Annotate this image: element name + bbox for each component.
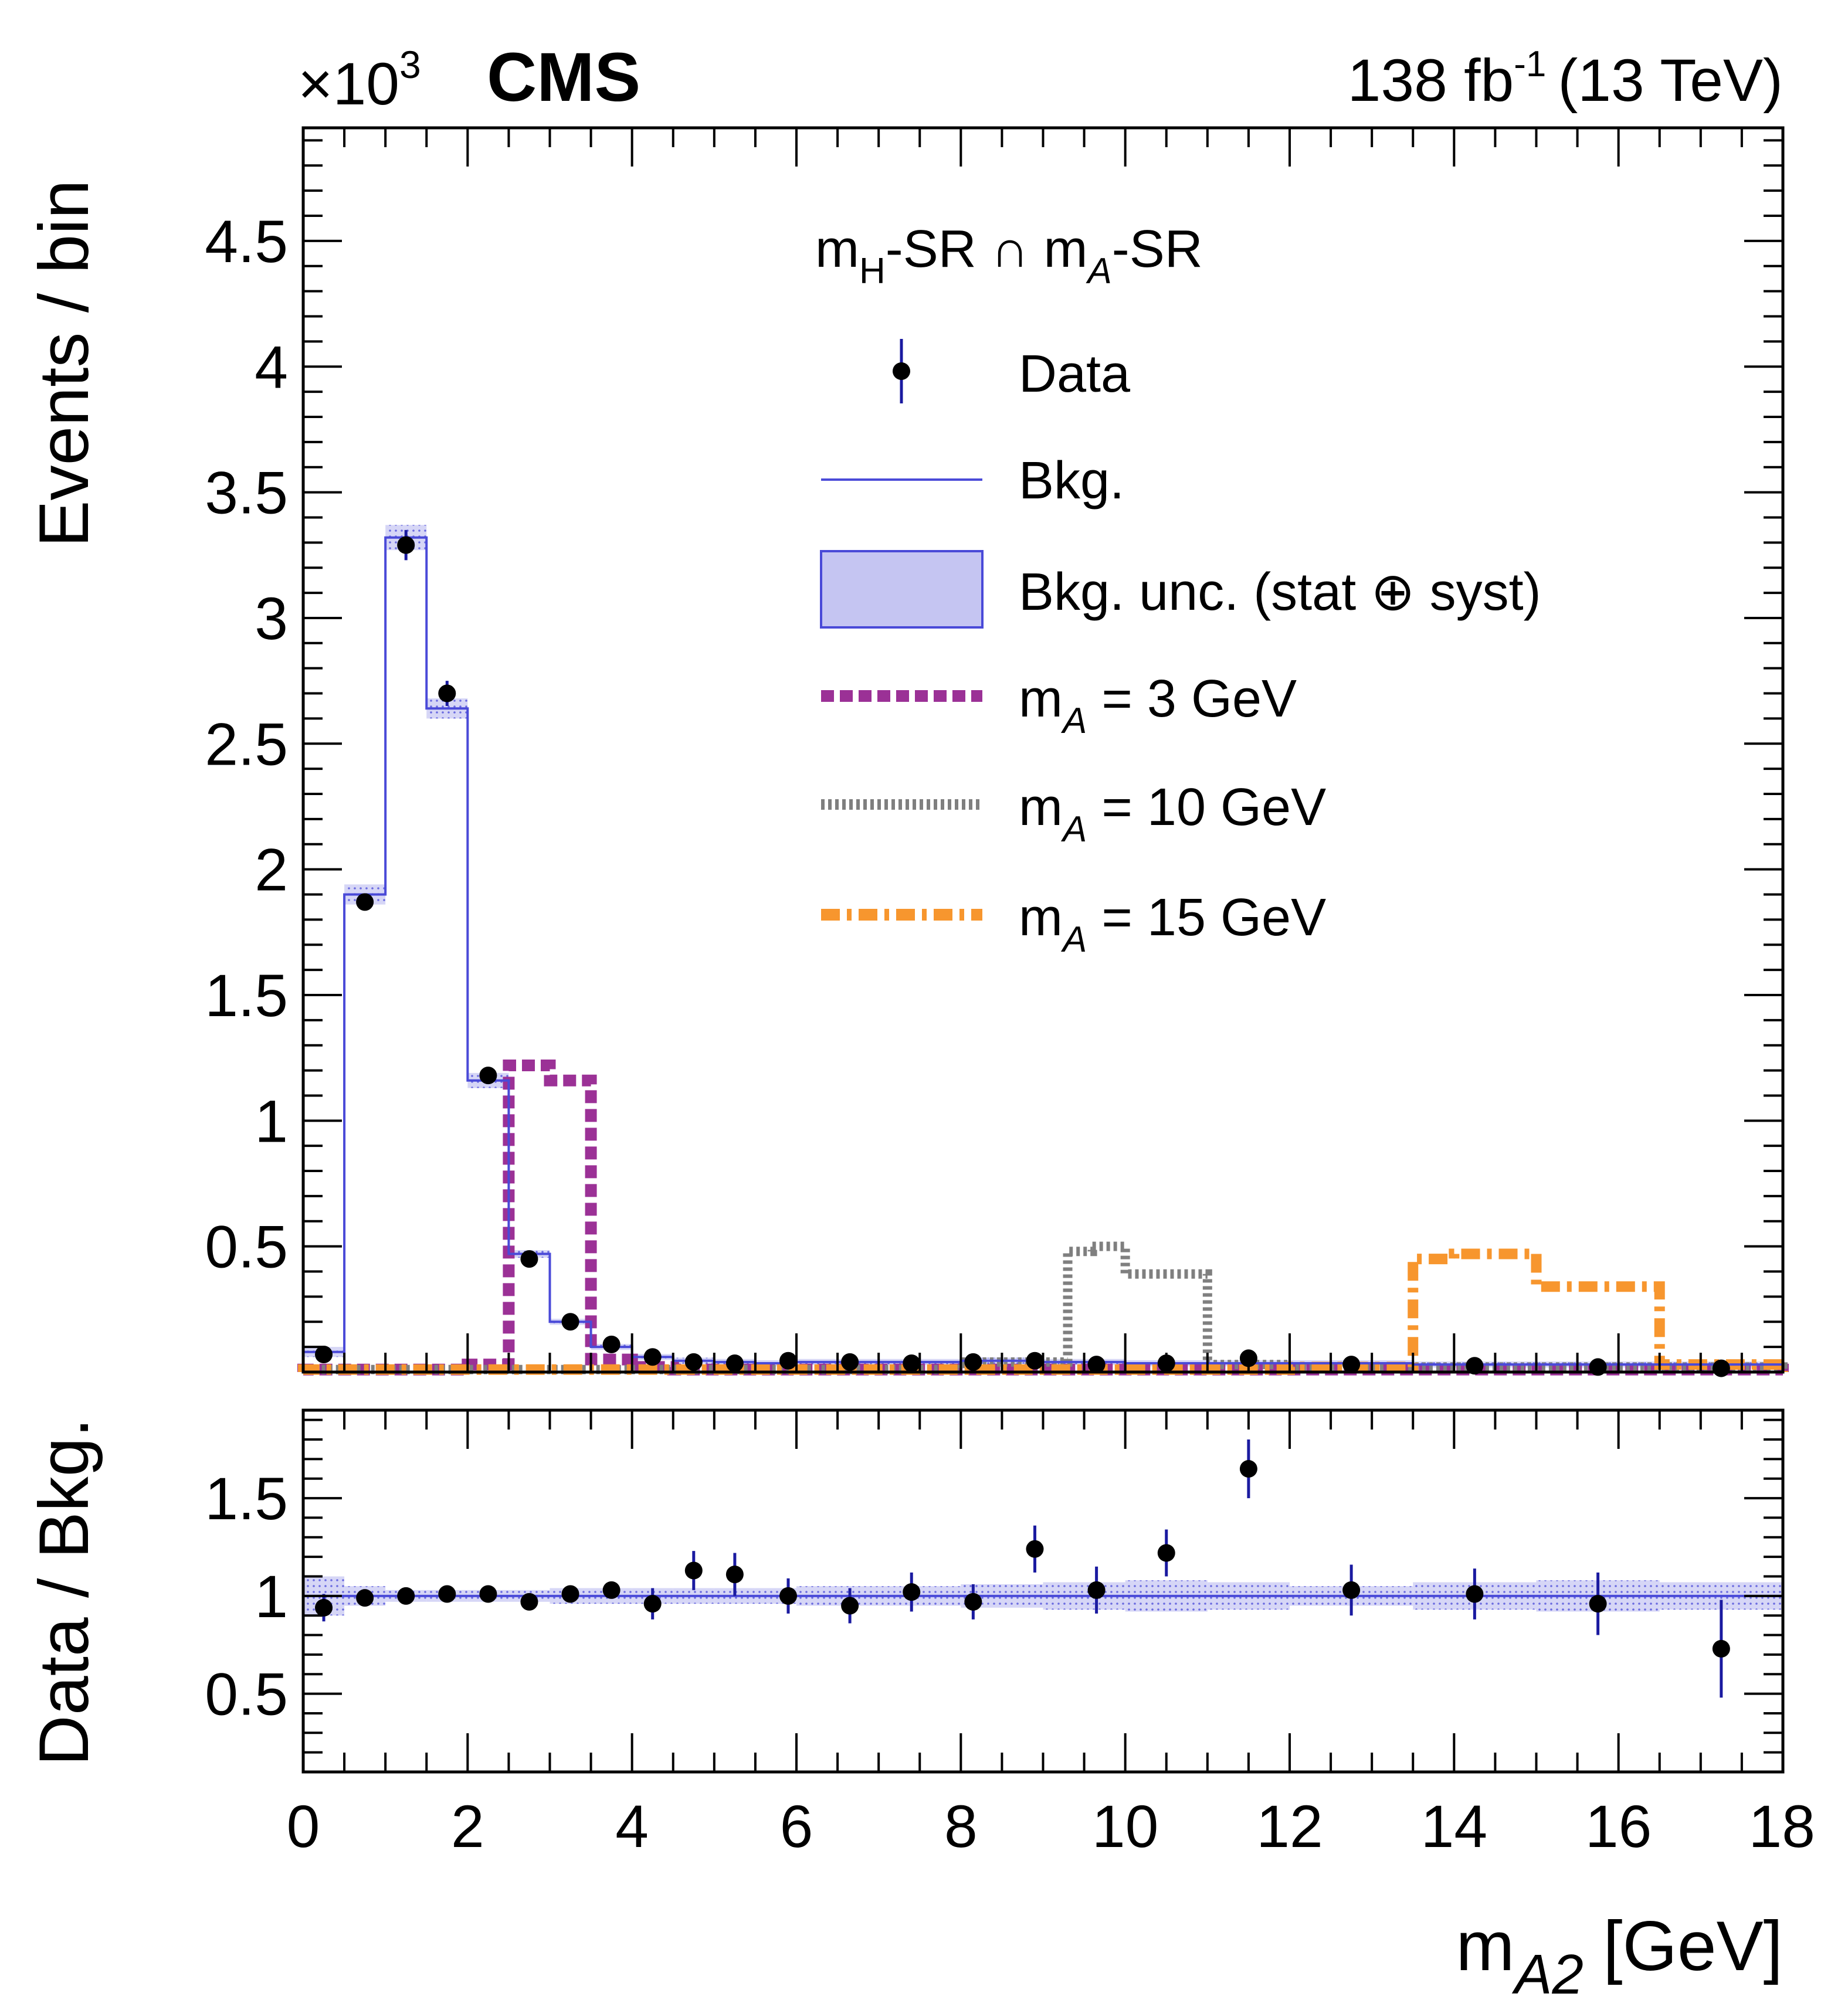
legend-data-marker bbox=[893, 362, 910, 380]
ratio-point bbox=[1589, 1595, 1607, 1613]
data-point bbox=[725, 1354, 744, 1372]
data-point bbox=[903, 1354, 921, 1372]
data-point bbox=[1087, 1356, 1106, 1374]
legend-bkg-label: Bkg. bbox=[1019, 451, 1124, 510]
ratio-point bbox=[725, 1566, 744, 1584]
data-points bbox=[315, 529, 1730, 1377]
data-point bbox=[1712, 1359, 1730, 1377]
y-tick-label: 3.5 bbox=[205, 460, 288, 527]
data-point bbox=[397, 536, 415, 554]
ratio-point bbox=[903, 1583, 921, 1601]
data-point bbox=[602, 1335, 620, 1353]
ratio-point bbox=[684, 1561, 703, 1580]
legend-sig10-label: mA = 10 GeV bbox=[1019, 778, 1326, 850]
bkg-histogram bbox=[302, 536, 1784, 1372]
ratio-point bbox=[779, 1587, 797, 1605]
ratio-point bbox=[520, 1593, 538, 1611]
x-tick-label: 6 bbox=[780, 1793, 813, 1860]
x-tick-label: 0 bbox=[287, 1793, 320, 1860]
ratio-point bbox=[841, 1597, 859, 1615]
top-axis-ticks: 0.5 1 1.5 2 2.5 3 3.5 4 4.5 bbox=[205, 128, 1784, 1372]
ratio-point bbox=[602, 1581, 620, 1599]
ratio-points bbox=[315, 1439, 1730, 1698]
ratio-point bbox=[1026, 1540, 1044, 1558]
y-tick-label: 1 bbox=[255, 1088, 288, 1155]
x-tick-label: 4 bbox=[615, 1793, 649, 1860]
y-tick-label: 1.5 bbox=[205, 962, 288, 1029]
bottom-axis-ticks: 0.5 1 1.5 0 2 4 6 8 10 12 14 16 18 bbox=[205, 1410, 1815, 1860]
top-panel: 0.5 1 1.5 2 2.5 3 3.5 4 4.5 bbox=[205, 126, 1789, 1377]
legend-region: mH-SR ∩ mA-SR bbox=[815, 220, 1203, 291]
ratio-point bbox=[1712, 1639, 1730, 1658]
ratio-point bbox=[1239, 1460, 1257, 1478]
legend-sig3-label: mA = 3 GeV bbox=[1019, 670, 1297, 741]
exponent-prefix: ×103 bbox=[298, 43, 421, 117]
data-point bbox=[438, 684, 456, 702]
legend-bkg-unc-label: Bkg. unc. (stat ⊕ syst) bbox=[1019, 563, 1541, 622]
data-point bbox=[356, 893, 374, 911]
ratio-point bbox=[643, 1595, 662, 1613]
y-tick-label: 2 bbox=[255, 837, 288, 904]
data-point bbox=[315, 1345, 333, 1363]
ratio-point bbox=[356, 1589, 374, 1607]
legend-data-label: Data bbox=[1019, 345, 1131, 403]
bkg-line bbox=[302, 536, 1784, 1372]
data-point bbox=[643, 1348, 662, 1366]
x-tick-label: 2 bbox=[451, 1793, 484, 1860]
legend: mH-SR ∩ mA-SR Data Bkg. Bkg. unc. (stat … bbox=[815, 220, 1541, 960]
y-tick-label: 0.5 bbox=[205, 1214, 288, 1281]
data-point bbox=[520, 1250, 538, 1268]
data-point bbox=[1466, 1357, 1484, 1375]
ratio-point bbox=[438, 1585, 456, 1603]
data-point bbox=[561, 1313, 579, 1331]
ratio-point bbox=[1342, 1581, 1361, 1599]
ratio-point bbox=[964, 1593, 982, 1611]
data-point bbox=[1342, 1356, 1361, 1374]
y-tick-label: 3 bbox=[255, 585, 288, 652]
bottom-y-axis-title: Data / Bkg. bbox=[25, 1418, 103, 1766]
x-tick-label: 16 bbox=[1585, 1793, 1652, 1860]
y-tick-label: 2.5 bbox=[205, 711, 288, 777]
ratio-point bbox=[479, 1585, 497, 1603]
x-tick-label: 10 bbox=[1092, 1793, 1158, 1860]
data-point bbox=[841, 1353, 859, 1371]
ratio-point bbox=[1466, 1585, 1484, 1603]
legend-sig15-label: mA = 15 GeV bbox=[1019, 888, 1326, 960]
signal-ma3-histogram bbox=[297, 1060, 1789, 1376]
data-point bbox=[684, 1353, 703, 1371]
x-tick-label: 12 bbox=[1256, 1793, 1323, 1860]
ratio-point bbox=[315, 1598, 333, 1617]
signal-histograms bbox=[297, 1060, 1789, 1376]
data-point bbox=[964, 1353, 982, 1371]
data-point bbox=[1026, 1352, 1044, 1370]
bottom-panel: 0.5 1 1.5 0 2 4 6 8 10 12 14 16 18 bbox=[205, 1408, 1815, 1860]
data-point bbox=[479, 1067, 497, 1085]
ratio-y-tick-label: 1 bbox=[255, 1563, 288, 1630]
y-tick-label: 4.5 bbox=[205, 208, 288, 275]
ratio-y-tick-label: 0.5 bbox=[205, 1661, 288, 1728]
x-tick-label: 18 bbox=[1749, 1793, 1815, 1860]
ratio-point bbox=[1157, 1544, 1175, 1562]
top-frame bbox=[301, 126, 1785, 1374]
exponent-power: 3 bbox=[399, 43, 421, 86]
legend-bkg-unc-swatch bbox=[820, 550, 984, 629]
y-tick-label: 4 bbox=[255, 334, 288, 400]
x-axis-title: mA2 [GeV] bbox=[1456, 1907, 1783, 2006]
cms-label: CMS bbox=[487, 39, 640, 116]
ratio-y-tick-label: 1.5 bbox=[205, 1465, 288, 1532]
top-y-axis-title: Events / bin bbox=[25, 179, 103, 547]
ratio-point bbox=[397, 1587, 415, 1605]
data-point bbox=[779, 1352, 797, 1370]
x-tick-label: 14 bbox=[1421, 1793, 1487, 1860]
ratio-point bbox=[1087, 1581, 1106, 1599]
x-tick-label: 8 bbox=[944, 1793, 978, 1860]
lumi-label: 138 fb-1 (13 TeV) bbox=[1348, 44, 1783, 114]
ratio-point bbox=[561, 1585, 579, 1603]
